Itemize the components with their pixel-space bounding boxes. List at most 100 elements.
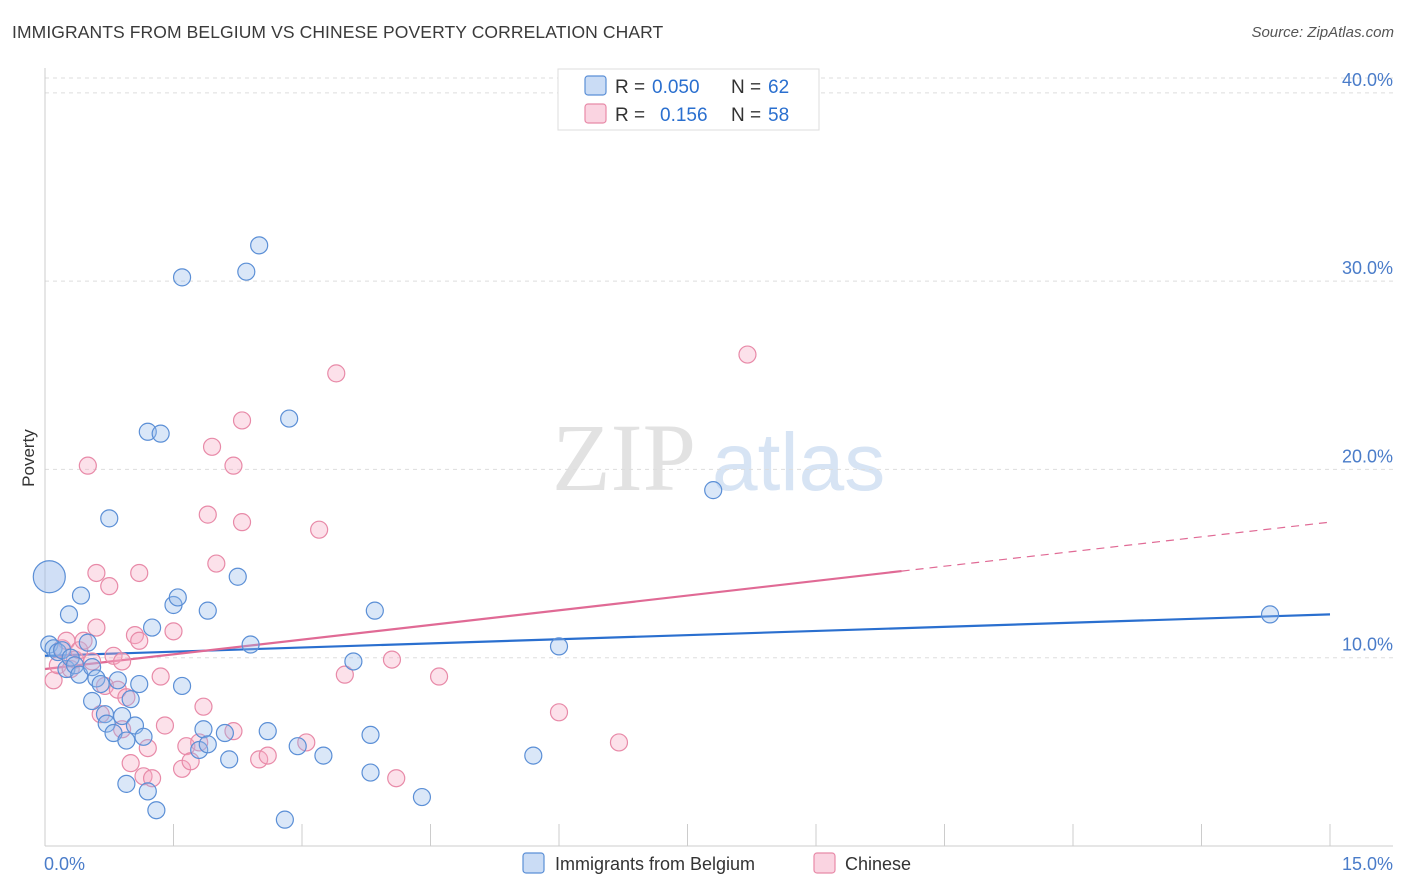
chinese-point [100,577,119,596]
chinese-point [327,364,346,383]
legend-swatch-belgium [584,75,607,96]
axes [44,68,1393,847]
belgium-point [97,714,116,733]
trend-line-chinese [44,569,902,671]
legend-r-label-belgium: R = [615,77,645,98]
chinese-point [83,652,102,671]
chinese-point [310,520,329,539]
belgium-point [361,763,380,782]
chinese-point [130,563,149,583]
belgium-point [220,750,239,769]
belgium-point [138,782,157,801]
belgium-point [704,481,723,500]
belgium-point [71,586,91,605]
chinese-point [738,345,757,364]
chinese-point [87,563,106,583]
chinese-point [609,733,629,752]
y-tick-label: 40.0% [1342,70,1393,90]
belgium-point [117,731,136,750]
chinese-point [297,733,316,752]
legend-swatch-chinese [584,103,607,124]
belgium-point [108,671,127,690]
chinese-point [138,738,157,758]
belgium-point [198,735,217,754]
belgium-point [280,409,299,428]
belgium-point [142,618,162,637]
y-axis-label: Poverty [19,429,38,487]
watermark: ZIP atlas [552,404,885,511]
bottom-legend-label-chinese: Chinese [845,854,911,874]
chinese-point [91,705,110,724]
x-tick-label-min: 0.0% [44,854,85,874]
belgium-point [549,637,569,656]
chinese-point [130,631,149,650]
bottom-legend-label-belgium: Immigrants from Belgium [555,854,755,874]
belgium-point [198,601,217,620]
y-tick-label: 20.0% [1342,446,1393,466]
belgium-point [524,746,543,765]
belgium-point [91,674,110,694]
belgium-point [288,737,307,756]
chinese-point [198,505,217,524]
x-axis-ticks [44,824,1331,846]
belgium-point-large [32,560,66,594]
belgium-point [194,720,213,739]
belgium-point [228,567,247,586]
belgium-point [134,727,153,746]
chinese-point [232,513,252,532]
belgium-point [172,676,192,696]
belgium-point [215,723,234,743]
chart-title: IMMIGRANTS FROM BELGIUM VS CHINESE POVER… [12,22,664,42]
belgium-point [237,262,256,281]
source-label: Source: ZipAtlas.com [1251,24,1394,41]
chinese-point [250,750,269,769]
legend-r-value-chinese: 0.156 [660,105,708,126]
bottom-legend-swatch-chinese [813,852,836,874]
legend-r-value-belgium: 0.050 [652,77,700,98]
legend-n-label-belgium: N = [731,77,761,98]
trend-line-belgium [44,613,1331,657]
chinese-point [44,671,63,690]
belgium-point [130,674,149,694]
chinese-point [382,650,402,669]
chinese-point [155,716,175,735]
chinese-point [549,703,569,722]
watermark-zip: ZIP [552,404,696,511]
belgium-point [365,601,384,620]
trend-line-chinese-extension [901,521,1331,572]
belgium-point [241,635,260,654]
belgium-point [78,633,97,652]
chinese-points [44,345,757,788]
chinese-point [387,769,406,788]
legend-n-value-chinese: 58 [768,105,789,126]
y-tick-label: 10.0% [1342,635,1393,655]
belgium-point [412,787,432,807]
belgium-point [172,268,192,287]
belgium-point [1260,605,1280,624]
belgium-point [344,652,363,671]
legend-n-value-belgium: 62 [768,77,789,98]
belgium-point [83,658,102,677]
chinese-point [112,652,132,671]
correlation-legend: R = 0.050 N = 62 R = 0.156 N = 58 [557,68,820,131]
belgium-point [121,690,140,709]
chinese-point [151,667,170,686]
belgium-point [147,801,166,820]
chinese-point [121,754,140,773]
chinese-point [164,622,183,641]
legend-r-label-chinese: R = [615,105,645,126]
trend-lines [44,521,1331,671]
belgium-point [151,424,170,443]
belgium-point [112,706,132,726]
belgium-point [275,810,294,829]
series-legend: Immigrants from Belgium Chinese [522,852,911,874]
chinese-point [194,697,213,716]
x-tick-label-max: 15.0% [1342,854,1393,874]
gridlines [45,77,1393,659]
belgium-point [100,509,119,528]
legend-n-label-chinese: N = [731,105,761,126]
belgium-point [258,722,277,741]
bottom-legend-swatch-belgium [522,852,545,874]
belgium-point [314,746,333,765]
